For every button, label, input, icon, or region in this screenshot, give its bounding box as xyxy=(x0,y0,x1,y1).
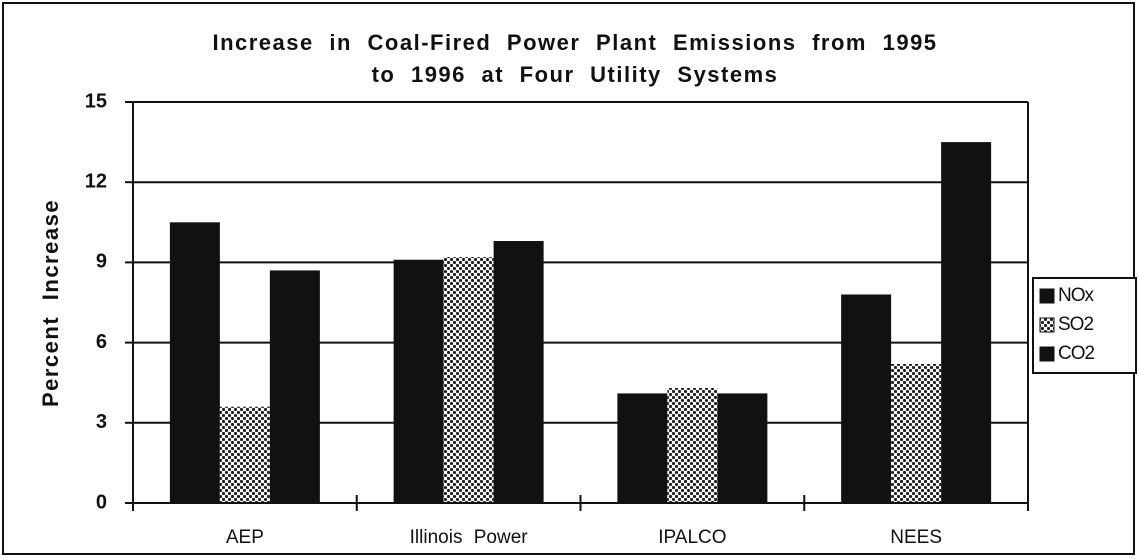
chart-title: to 1996 at Four Utility Systems xyxy=(372,62,779,87)
bar xyxy=(667,388,718,503)
y-tick-label: 9 xyxy=(96,251,107,273)
chart-title: Increase in Coal-Fired Power Plant Emiss… xyxy=(212,30,937,55)
y-tick-label: 0 xyxy=(96,491,107,513)
legend-label: CO2 xyxy=(1058,343,1095,364)
x-tick-label: NEES xyxy=(890,527,942,548)
bar xyxy=(219,406,270,503)
y-tick-label: 15 xyxy=(85,90,107,112)
bar xyxy=(891,363,942,503)
y-tick-label: 6 xyxy=(96,331,107,353)
bar xyxy=(841,294,892,503)
bar xyxy=(493,241,544,503)
legend-label: SO2 xyxy=(1058,314,1093,335)
x-tick-label: AEP xyxy=(226,527,264,548)
bar xyxy=(443,257,494,503)
legend-swatch xyxy=(1039,346,1055,362)
x-tick-label: IPALCO xyxy=(658,527,726,548)
bar xyxy=(269,270,320,503)
legend-label: NOx xyxy=(1058,285,1095,306)
legend-swatch xyxy=(1039,317,1055,333)
bar xyxy=(617,393,668,503)
legend-swatch xyxy=(1039,288,1055,304)
bar xyxy=(941,142,992,503)
bar xyxy=(169,222,220,504)
x-tick-label: Illinois Power xyxy=(410,527,529,548)
bar xyxy=(393,259,444,503)
bar xyxy=(717,393,768,503)
y-tick-label: 12 xyxy=(85,170,107,192)
y-tick-label: 3 xyxy=(96,411,107,433)
y-axis-label: Percent Increase xyxy=(38,199,63,407)
